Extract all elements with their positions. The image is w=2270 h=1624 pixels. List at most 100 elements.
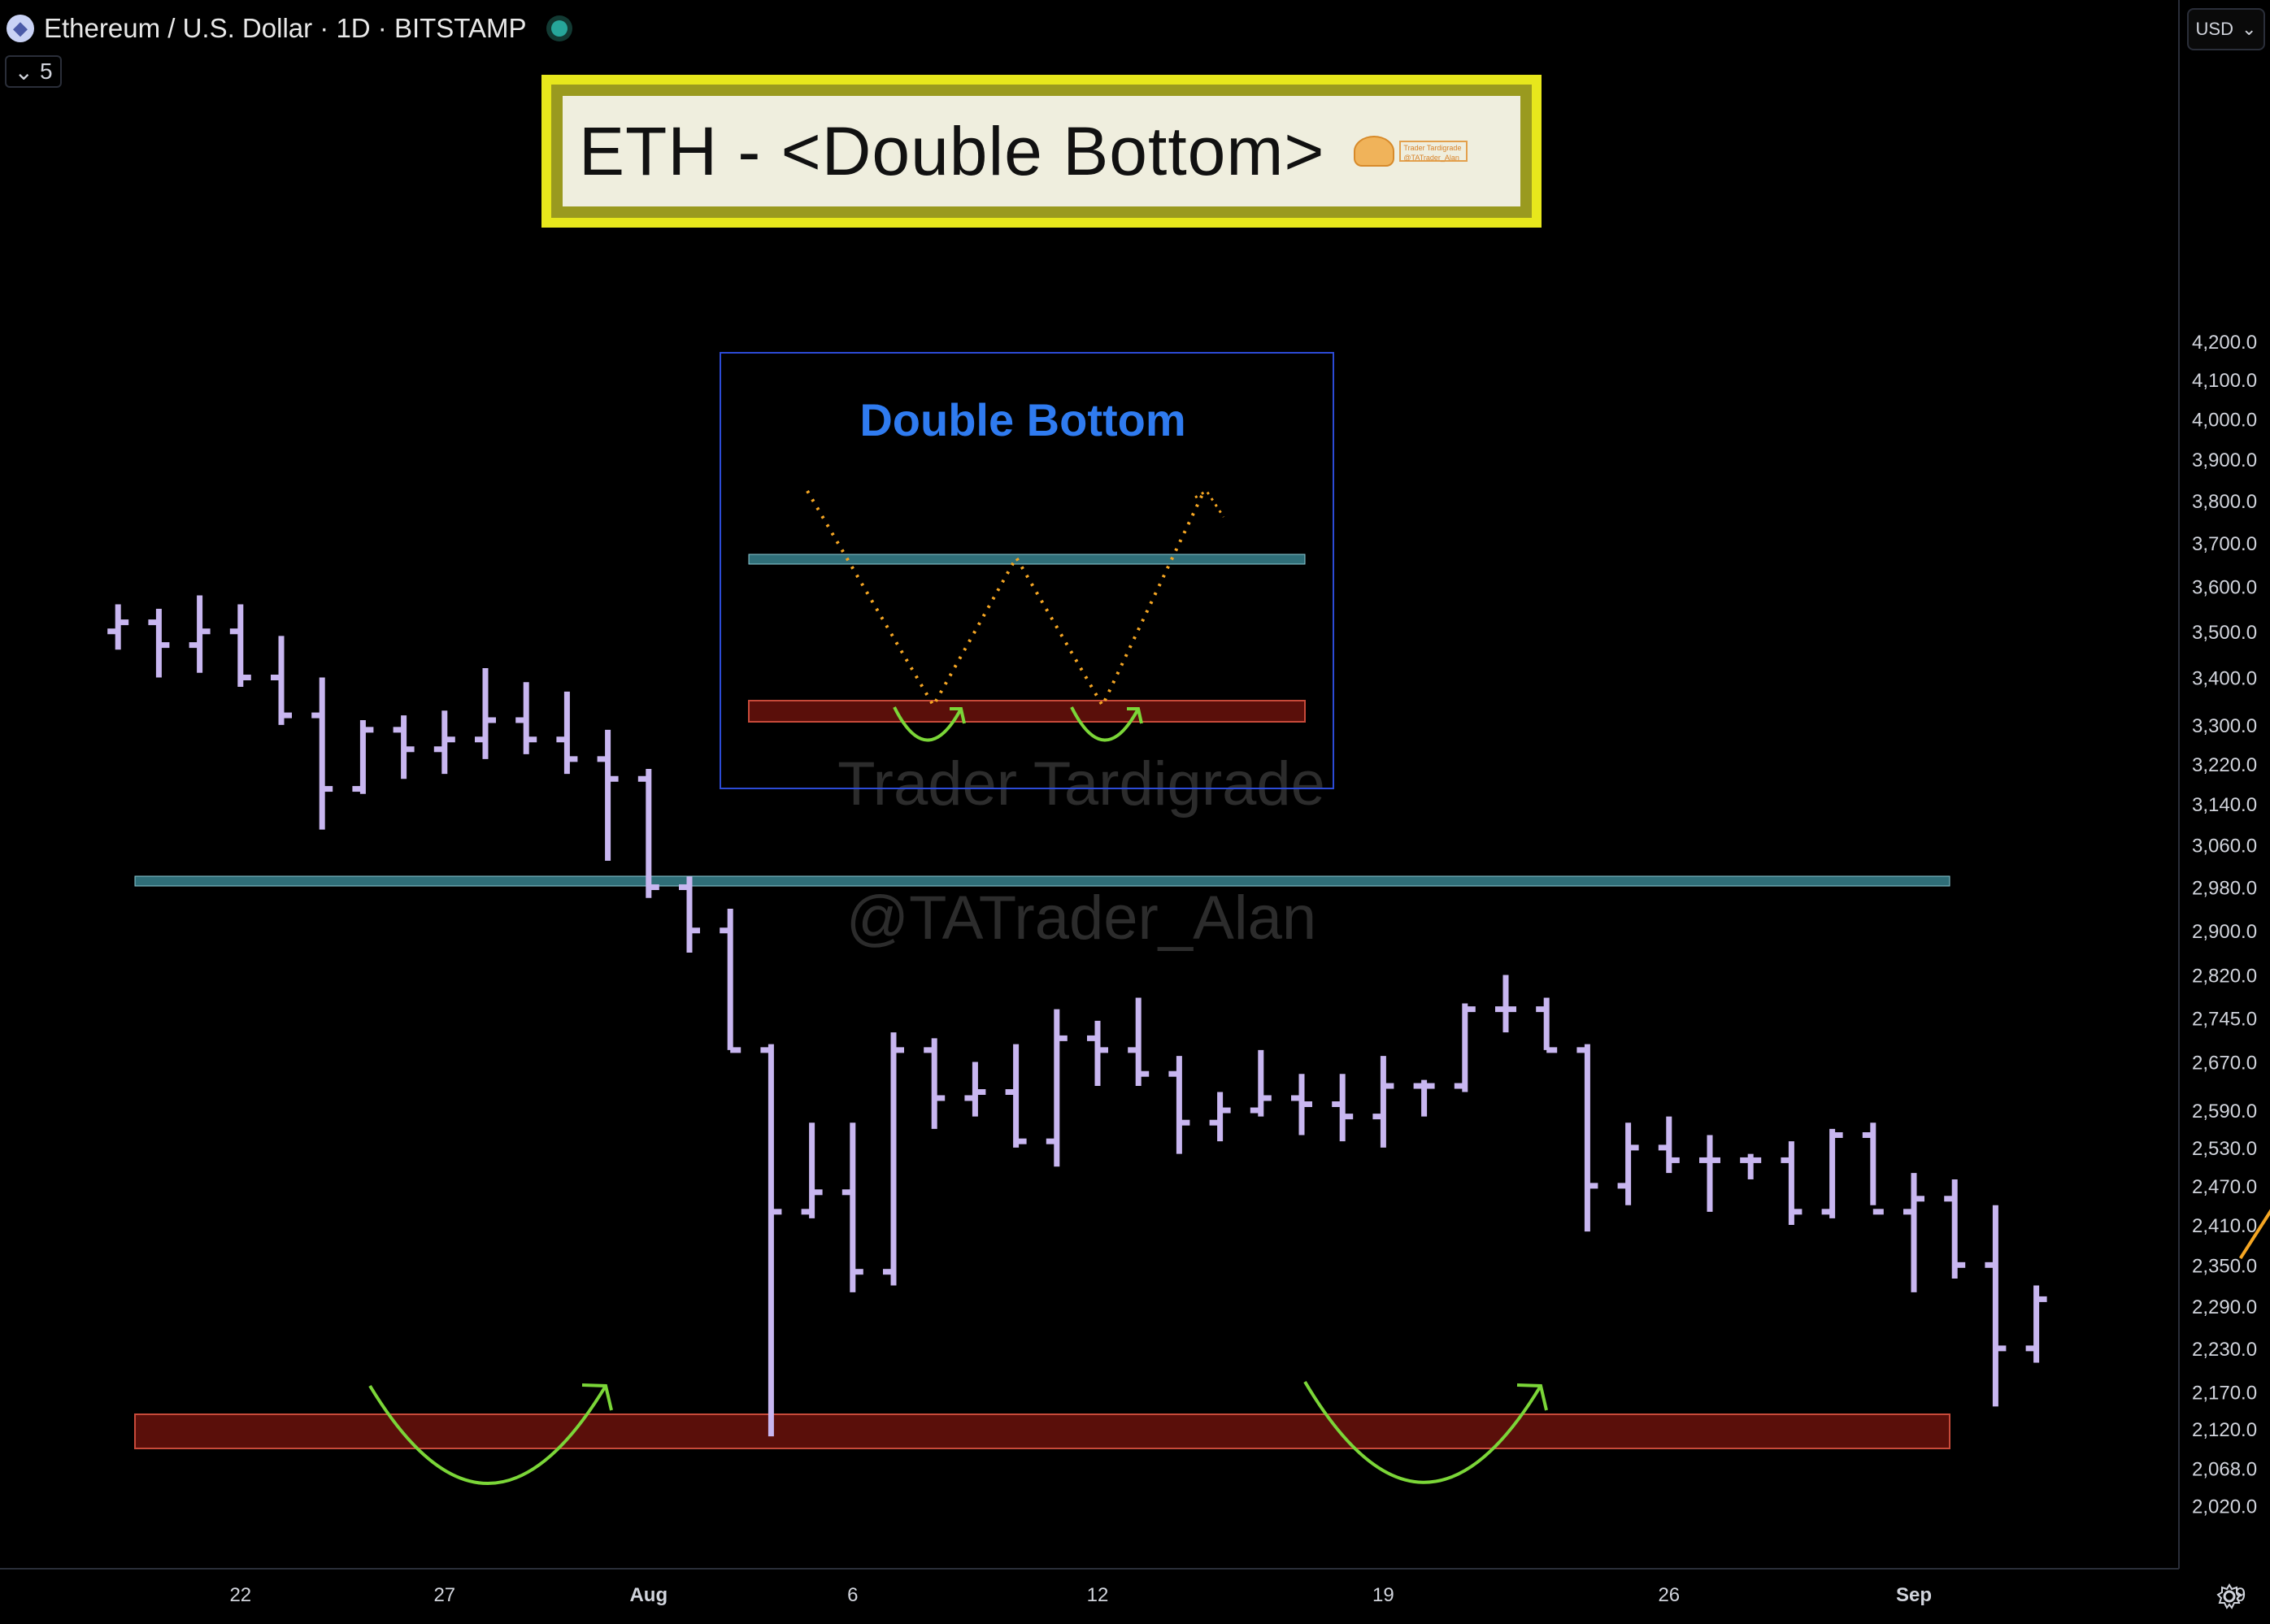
ohlc-bar (1128, 997, 1150, 1087)
currency-selector[interactable]: USD ⌄ (2187, 8, 2265, 50)
resistance-line[interactable] (134, 875, 1950, 887)
price-tick-label: 2,230.0 (2192, 1339, 2257, 1361)
ohlc-bar (1658, 1116, 1680, 1174)
price-tick-label: 3,500.0 (2192, 622, 2257, 644)
price-tick-label: 2,020.0 (2192, 1496, 2257, 1518)
ohlc-bar (801, 1122, 823, 1218)
ohlc-bar (1536, 997, 1558, 1053)
ohlc-bar (1332, 1074, 1354, 1142)
ohlc-bar (1903, 1173, 1924, 1292)
support-zone[interactable] (134, 1413, 1950, 1449)
ohlc-bar (107, 604, 129, 650)
time-tick-label: Aug (629, 1584, 668, 1606)
ohlc-bar (1209, 1092, 1231, 1142)
ohlc-bar (1005, 1044, 1027, 1148)
ohlc-bar (1413, 1079, 1435, 1117)
price-tick-label: 3,140.0 (2192, 794, 2257, 816)
price-tick-label: 4,200.0 (2192, 332, 2257, 354)
ohlc-bar (433, 710, 455, 775)
ohlc-bar (637, 769, 659, 898)
ohlc-bars (107, 595, 2047, 1437)
price-tick-label: 2,470.0 (2192, 1176, 2257, 1198)
price-tick-label: 2,350.0 (2192, 1255, 2257, 1277)
market-status-icon (550, 20, 568, 37)
inset-diagram: Double Bottom (720, 352, 1334, 789)
price-tick-label: 2,290.0 (2192, 1296, 2257, 1318)
price-tick-label: 3,220.0 (2192, 754, 2257, 776)
price-tick-label: 2,120.0 (2192, 1419, 2257, 1441)
time-tick-label: 22 (229, 1584, 251, 1606)
symbol-title: Ethereum / U.S. Dollar · 1D · BITSTAMP (44, 13, 527, 43)
ohlc-bar (1699, 1135, 1720, 1212)
ohlc-bar (515, 682, 537, 754)
ohlc-bar (1740, 1153, 1762, 1179)
author-logo: Trader Tardigrade @TATrader_Alan (1354, 136, 1468, 167)
gear-icon (2216, 1583, 2242, 1609)
price-tick-label: 2,820.0 (2192, 966, 2257, 988)
price-tick-label: 3,900.0 (2192, 449, 2257, 471)
ohlc-bar (352, 719, 374, 794)
time-tick-label: 27 (433, 1584, 455, 1606)
ohlc-bar (1781, 1141, 1803, 1225)
price-tick-label: 2,980.0 (2192, 878, 2257, 900)
ohlc-bar (2025, 1285, 2047, 1363)
ohlc-bar (271, 636, 292, 725)
indicator-count: 5 (39, 59, 53, 84)
ohlc-bar (964, 1062, 986, 1117)
ohlc-bar (883, 1032, 904, 1286)
ohlc-bar (229, 604, 251, 688)
indicators-toggle-button[interactable]: ⌄ 5 (5, 55, 62, 88)
tardigrade-logo-icon (1354, 136, 1395, 167)
time-tick-label: 26 (1658, 1584, 1680, 1606)
inset-frame (720, 352, 1334, 789)
ohlc-bar (679, 876, 700, 953)
axis-settings-button[interactable] (2210, 1577, 2249, 1616)
ohlc-bar (393, 715, 415, 779)
price-tick-label: 3,800.0 (2192, 491, 2257, 513)
watermark-line1: Trader Tardigrade (837, 749, 1325, 819)
inset-resistance-line (748, 554, 1306, 565)
title-banner: ETH - <Double Bottom> Trader Tardigrade … (541, 75, 1542, 228)
ohlc-bar (1617, 1122, 1639, 1205)
ohlc-bar (1821, 1128, 1843, 1218)
ohlc-bar (148, 609, 170, 678)
logo-line1: Trader Tardigrade (1403, 144, 1462, 152)
inset-title: Double Bottom (859, 394, 1185, 445)
time-tick-label: 19 (1372, 1584, 1394, 1606)
price-tick-label: 2,170.0 (2192, 1382, 2257, 1404)
inset-arc-2 (1070, 706, 1143, 742)
ohlc-bar (841, 1122, 863, 1292)
time-tick-label: 6 (847, 1584, 858, 1606)
ohlc-bar (311, 677, 333, 830)
ohlc-bar (1944, 1179, 1966, 1279)
time-axis[interactable]: 2227Aug6121926Sep91623Oct (229, 1584, 2270, 1606)
ohlc-bar (1454, 1003, 1476, 1092)
inset-w-pattern (806, 489, 1205, 710)
price-axis[interactable]: 4,200.0 4,100.0 4,000.0 3,900.0 3,800.0 3,700… (2192, 332, 2257, 1518)
price-tick-label: 2,670.0 (2192, 1052, 2257, 1074)
ohlc-bar (597, 729, 619, 861)
price-tick-label: 3,700.0 (2192, 533, 2257, 555)
ohlc-bar (1291, 1074, 1312, 1135)
ohlc-bar (475, 668, 496, 759)
price-tick-label: 3,060.0 (2192, 836, 2257, 858)
price-tick-label: 2,900.0 (2192, 921, 2257, 943)
price-tick-label: 4,000.0 (2192, 409, 2257, 431)
ohlc-bar (760, 1044, 782, 1437)
bottom-arc-1 (368, 1383, 613, 1485)
title-text: ETH - <Double Bottom> (579, 112, 1325, 189)
ohlc-bar (1576, 1044, 1598, 1232)
ohlc-bar (1985, 1205, 2007, 1407)
symbol-header[interactable]: ◆ Ethereum / U.S. Dollar · 1D · BITSTAMP (0, 7, 568, 50)
price-tick-label: 2,530.0 (2192, 1138, 2257, 1160)
ethereum-logo-icon: ◆ (7, 15, 34, 42)
price-tick-label: 2,745.0 (2192, 1008, 2257, 1030)
logo-line2: @TATrader_Alan (1403, 154, 1459, 162)
ohlc-bar (189, 595, 211, 673)
chevron-down-icon: ⌄ (2242, 19, 2257, 39)
ohlc-bar (1168, 1056, 1190, 1154)
inset-support-zone (748, 700, 1306, 723)
ohlc-bar (556, 691, 578, 775)
time-tick-label: 12 (1087, 1584, 1109, 1606)
